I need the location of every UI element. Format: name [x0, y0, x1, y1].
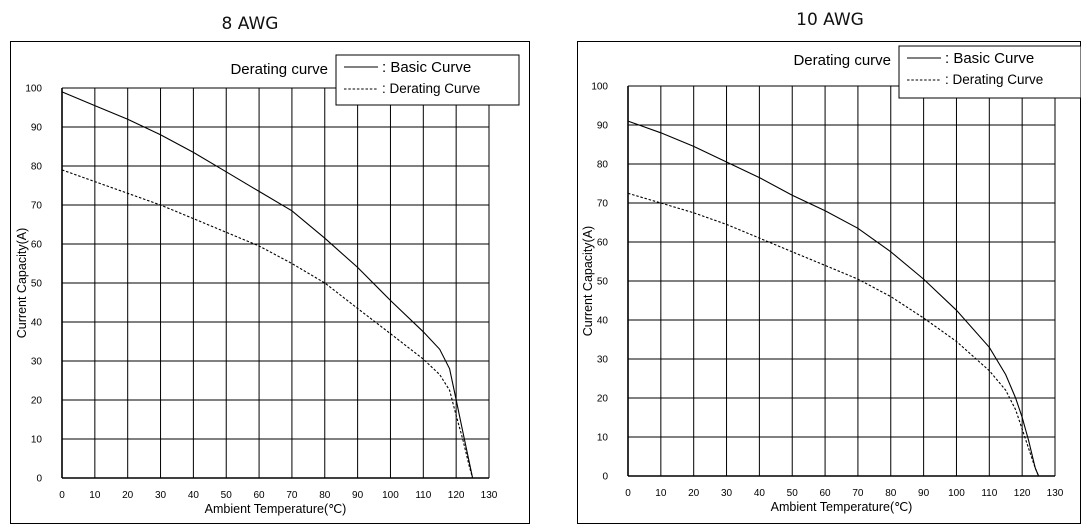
y-tick-label: 90 — [597, 121, 609, 132]
y-tick-label: 100 — [591, 82, 608, 93]
y-tick-label: 0 — [602, 472, 608, 483]
legend-label-derating: : Derating Curve — [945, 72, 1043, 87]
x-axis-label: Ambient Temperature(℃) — [771, 500, 913, 514]
x-tick-label: 70 — [852, 488, 864, 499]
x-tick-label: 20 — [688, 488, 700, 499]
y-tick-label: 0 — [36, 474, 42, 485]
basic-curve-line — [61, 91, 474, 479]
x-tick-label: 50 — [787, 488, 799, 499]
y-tick-label: 100 — [25, 84, 42, 95]
x-tick-label: 10 — [89, 490, 101, 501]
x-tick-label: 80 — [319, 490, 331, 501]
x-tick-label: 10 — [655, 488, 667, 499]
y-tick-label: 60 — [597, 238, 609, 249]
legend-label-basic: : Basic Curve — [382, 59, 471, 76]
x-tick-label: 120 — [448, 490, 465, 501]
y-tick-label: 40 — [31, 318, 43, 329]
x-tick-label: 100 — [382, 490, 399, 501]
y-tick-label: 40 — [597, 316, 609, 327]
y-axis-label: Current Capacity(A) — [15, 228, 29, 338]
y-axis-label: Current Capacity(A) — [581, 226, 595, 336]
x-tick-label: 90 — [918, 488, 930, 499]
x-tick-label: 80 — [885, 488, 897, 499]
subtitle-background — [759, 46, 899, 72]
legend-label-derating: : Derating Curve — [382, 81, 480, 96]
y-tick-label: 10 — [31, 435, 43, 446]
legend-box — [898, 45, 1081, 99]
x-tick-label: 100 — [948, 488, 965, 499]
chart-title-10awg: 10 AWG — [796, 10, 864, 30]
x-tick-label: 20 — [122, 490, 134, 501]
x-tick-label: 60 — [820, 488, 832, 499]
legend-label-basic: : Basic Curve — [945, 50, 1034, 67]
x-tick-label: 120 — [1014, 488, 1031, 499]
basic-curve-line — [627, 120, 1040, 477]
y-tick-label: 90 — [31, 123, 43, 134]
chart-subtitle: Derating curve — [230, 61, 328, 78]
legend-box — [335, 54, 520, 106]
y-tick-label: 80 — [31, 162, 43, 173]
x-tick-label: 90 — [352, 490, 364, 501]
derating-curve-line — [627, 192, 1040, 477]
y-tick-label: 30 — [597, 355, 609, 366]
x-tick-label: 40 — [754, 488, 766, 499]
x-tick-label: 60 — [254, 490, 266, 501]
subtitle-background — [196, 55, 336, 81]
x-tick-label: 70 — [286, 490, 298, 501]
y-tick-label: 60 — [31, 240, 43, 251]
x-axis-label: Ambient Temperature(℃) — [205, 502, 347, 516]
x-tick-label: 110 — [981, 488, 997, 499]
x-tick-label: 30 — [155, 490, 167, 501]
x-tick-label: 50 — [221, 490, 233, 501]
y-tick-label: 30 — [31, 357, 43, 368]
chart-title-8awg: 8 AWG — [221, 14, 279, 34]
y-tick-label: 20 — [597, 394, 609, 405]
y-tick-label: 70 — [31, 201, 43, 212]
x-tick-label: 0 — [625, 488, 631, 499]
x-tick-label: 40 — [188, 490, 200, 501]
x-tick-label: 110 — [415, 490, 431, 501]
derating-curve-line — [61, 169, 474, 479]
x-tick-label: 0 — [59, 490, 65, 501]
x-tick-label: 130 — [1047, 488, 1064, 499]
y-tick-label: 70 — [597, 199, 609, 210]
x-tick-label: 130 — [481, 490, 498, 501]
y-tick-label: 80 — [597, 160, 609, 171]
y-tick-label: 50 — [31, 279, 43, 290]
y-tick-label: 20 — [31, 396, 43, 407]
chart-subtitle: Derating curve — [793, 52, 891, 69]
y-tick-label: 50 — [597, 277, 609, 288]
y-tick-label: 10 — [597, 433, 609, 444]
x-tick-label: 30 — [721, 488, 733, 499]
